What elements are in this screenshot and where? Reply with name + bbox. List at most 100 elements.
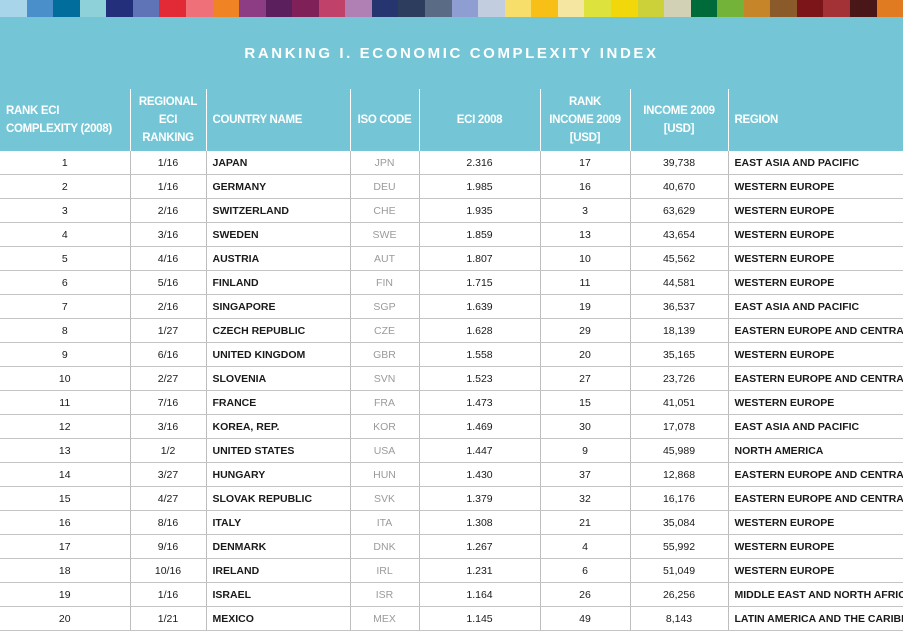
color-swatch: [504, 0, 532, 17]
eci-cell: 1.164: [419, 582, 541, 607]
country-cell: GERMANY: [206, 174, 351, 199]
table-row: 19 1/16 ISRAEL ISR 1.164 26 26,256 MIDDLE EAST …: [0, 582, 903, 607]
eci-cell: 1.473: [419, 390, 541, 415]
rank-income-cell: 13: [540, 222, 631, 247]
regional-cell: 1/16: [130, 174, 207, 199]
color-swatch: [398, 0, 425, 17]
iso-cell: MEX: [350, 606, 420, 631]
color-swatch: [717, 0, 744, 17]
eci-cell: 1.807: [419, 246, 541, 271]
regional-cell: 9/16: [130, 534, 207, 559]
iso-cell: CZE: [350, 318, 420, 343]
region-cell: WESTERN EUROPE: [728, 390, 903, 415]
table-row: 13 1/2 UNITED STATES USA 1.447 9 45,989 NORTH A…: [0, 438, 903, 463]
table-row: 4 3/16 SWEDEN SWE 1.859 13 43,654 WESTERN EUROP…: [0, 222, 903, 247]
iso-cell: KOR: [350, 414, 420, 439]
rank-income-cell: 26: [540, 582, 631, 607]
rank-cell: 7: [0, 294, 131, 319]
country-cell: FINLAND: [206, 270, 351, 295]
income-cell: 23,726: [630, 366, 729, 391]
table-row: 11 7/16 FRANCE FRA 1.473 15 41,051 WESTERN EURO…: [0, 390, 903, 415]
rank-income-cell: 16: [540, 174, 631, 199]
iso-cell: GBR: [350, 342, 420, 367]
region-cell: WESTERN EUROPE: [728, 558, 903, 583]
color-swatch: [318, 0, 346, 17]
header-country: COUNTRY NAME: [206, 89, 351, 151]
eci-cell: 1.523: [419, 366, 541, 391]
income-cell: 45,989: [630, 438, 729, 463]
eci-cell: 1.715: [419, 270, 541, 295]
regional-cell: 1/16: [130, 582, 207, 607]
rank-income-cell: 11: [540, 270, 631, 295]
iso-cell: JPN: [350, 151, 420, 175]
iso-cell: ITA: [350, 510, 420, 535]
region-cell: EASTERN EUROPE AND CENTRAL ASIA: [728, 366, 903, 391]
color-swatch: [159, 0, 186, 17]
iso-cell: SVK: [350, 486, 420, 511]
color-swatch: [79, 0, 107, 17]
color-swatch: [371, 0, 399, 17]
table-body: 1 1/16 JAPAN JPN 2.316 17 39,738 EAST ASIA AND …: [0, 151, 903, 631]
income-cell: 16,176: [630, 486, 729, 511]
rank-cell: 9: [0, 342, 131, 367]
income-cell: 45,562: [630, 246, 729, 271]
region-cell: EAST ASIA AND PACIFIC: [728, 294, 903, 319]
header-rank: RANK ECI COMPLEXITY (2008): [0, 89, 131, 151]
color-swatch: [690, 0, 718, 17]
header-regional: REGIONAL ECI RANKING: [130, 89, 207, 151]
iso-cell: CHE: [350, 198, 420, 223]
region-cell: EASTERN EUROPE AND CENTRAL ASIA: [728, 318, 903, 343]
eci-cell: 1.628: [419, 318, 541, 343]
region-cell: WESTERN EUROPE: [728, 510, 903, 535]
color-swatch: [0, 0, 27, 17]
country-cell: SLOVENIA: [206, 366, 351, 391]
income-cell: 44,581: [630, 270, 729, 295]
table-row: 2 1/16 GERMANY DEU 1.985 16 40,670 WESTERN EURO…: [0, 174, 903, 199]
iso-cell: SVN: [350, 366, 420, 391]
region-cell: WESTERN EUROPE: [728, 198, 903, 223]
country-cell: ISRAEL: [206, 582, 351, 607]
country-cell: UNITED KINGDOM: [206, 342, 351, 367]
country-cell: SLOVAK REPUBLIC: [206, 486, 351, 511]
table-row: 9 6/16 UNITED KINGDOM GBR 1.558 20 35,165 WESTE…: [0, 342, 903, 367]
country-cell: IRELAND: [206, 558, 351, 583]
header-region: REGION: [728, 89, 903, 151]
rank-income-cell: 4: [540, 534, 631, 559]
rank-cell: 13: [0, 438, 131, 463]
country-cell: HUNGARY: [206, 462, 351, 487]
rank-income-cell: 37: [540, 462, 631, 487]
rank-cell: 19: [0, 582, 131, 607]
country-cell: KOREA, REP.: [206, 414, 351, 439]
color-swatch: [425, 0, 452, 17]
regional-cell: 2/27: [130, 366, 207, 391]
color-swatch: [265, 0, 293, 17]
color-swatch: [637, 0, 665, 17]
regional-cell: 3/16: [130, 414, 207, 439]
country-cell: FRANCE: [206, 390, 351, 415]
table-row: 20 1/21 MEXICO MEX 1.145 49 8,143 LATIN AMERICA…: [0, 606, 903, 631]
rank-cell: 20: [0, 606, 131, 631]
color-swatch: [557, 0, 585, 17]
rank-income-cell: 3: [540, 198, 631, 223]
table-row: 15 4/27 SLOVAK REPUBLIC SVK 1.379 32 16,176 EAS…: [0, 486, 903, 511]
rank-income-cell: 30: [540, 414, 631, 439]
color-swatch: [823, 0, 850, 17]
eci-cell: 1.469: [419, 414, 541, 439]
eci-cell: 1.145: [419, 606, 541, 631]
region-cell: EAST ASIA AND PACIFIC: [728, 151, 903, 175]
regional-cell: 1/16: [130, 151, 207, 175]
regional-cell: 7/16: [130, 390, 207, 415]
country-cell: MEXICO: [206, 606, 351, 631]
country-cell: CZECH REPUBLIC: [206, 318, 351, 343]
region-cell: EASTERN EUROPE AND CENTRAL ASIA: [728, 486, 903, 511]
income-cell: 36,537: [630, 294, 729, 319]
rank-income-cell: 32: [540, 486, 631, 511]
regional-cell: 4/16: [130, 246, 207, 271]
regional-cell: 2/16: [130, 294, 207, 319]
color-swatch: [531, 0, 558, 17]
iso-cell: SWE: [350, 222, 420, 247]
income-cell: 35,165: [630, 342, 729, 367]
rank-income-cell: 10: [540, 246, 631, 271]
eci-cell: 1.639: [419, 294, 541, 319]
rank-cell: 5: [0, 246, 131, 271]
